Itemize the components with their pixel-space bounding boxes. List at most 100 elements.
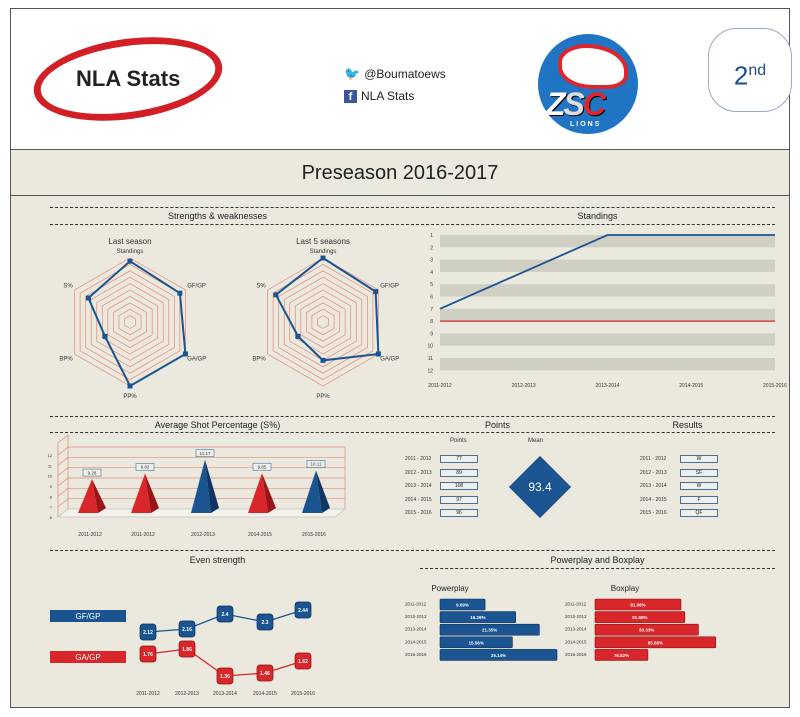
radar-grid-ring — [300, 295, 346, 349]
pyramid-gridline — [57, 456, 345, 466]
divider — [50, 207, 775, 208]
powerplay-bar — [439, 623, 540, 636]
standings-band — [440, 308, 775, 322]
results-season-label: 2014 - 2015 — [640, 496, 667, 503]
pyramid-x-label: 2012-2013 — [191, 532, 215, 538]
divider — [50, 224, 775, 225]
ppbp-row-label: 2014-2015 — [565, 639, 587, 644]
radar-axis-label: PP% — [316, 394, 330, 400]
powerplay-bar — [439, 611, 516, 623]
radar-title: Last 5 seasons — [296, 237, 350, 246]
radar-axis-label: GA/GP — [380, 357, 399, 363]
pyramid-data-label-box — [82, 468, 102, 477]
even-strength-point — [178, 640, 196, 658]
divider — [50, 550, 775, 551]
standings-y-tick: 8 — [430, 319, 433, 325]
points-value-box: 89 — [440, 468, 478, 477]
radar-grid-ring — [283, 276, 363, 368]
pyramid-bar-shade — [145, 473, 159, 513]
radar-grid-ring — [96, 283, 164, 361]
radar-grid-ring — [278, 270, 368, 374]
even-strength-value: 1.36 — [220, 674, 230, 680]
header: NLA Stats 🐦 @Boumatoews f NLA Stats ZSC LI… — [11, 9, 792, 150]
radar-point — [182, 351, 188, 357]
divider — [50, 432, 775, 433]
radar-axis-label: PP% — [123, 394, 137, 400]
radar-title: Last season — [108, 237, 151, 246]
pyramid-gridline — [57, 498, 345, 507]
standings-y-tick: 10 — [427, 344, 433, 350]
even-strength-x-label: 2013-2014 — [213, 691, 237, 697]
standings-y-tick: 4 — [430, 270, 433, 276]
even-strength-point — [139, 623, 157, 641]
boxplay-bar — [594, 623, 699, 636]
facebook-link[interactable]: f NLA Stats — [344, 89, 414, 103]
pyramid-gridline — [57, 446, 345, 456]
even-strength-value: 1.62 — [298, 659, 308, 665]
even-strength-value: 1.86 — [182, 647, 192, 653]
pyramid-y-tick: 6 — [50, 515, 53, 520]
radar-grid-ring — [118, 308, 142, 336]
section-even-strength: Even strength — [189, 555, 246, 565]
powerplay-title: Powerplay — [431, 584, 468, 593]
powerplay-bar — [439, 636, 513, 649]
points-season-label: 2015 - 2016 — [405, 510, 432, 516]
results-season-label: 2013 - 2014 — [640, 483, 667, 489]
results-value-box: SF — [680, 468, 718, 477]
pyramid-side-wall — [57, 434, 69, 518]
even-strength-point — [256, 613, 274, 631]
standings-y-tick: 2 — [430, 245, 433, 251]
radar-grid-ring — [306, 302, 340, 342]
even-strength-x-label: 2014-2015 — [253, 691, 277, 697]
pyramid-bar-shade — [205, 459, 219, 513]
pyramid-y-tick: 12 — [48, 453, 53, 458]
standings-y-tick: 1 — [430, 233, 433, 239]
section-results: Results — [672, 420, 703, 430]
standings-band — [440, 259, 775, 272]
even-strength-value: 1.46 — [260, 671, 270, 677]
radar-axis-label: GF/GP — [187, 284, 206, 290]
boxplay-bar — [594, 649, 649, 661]
pyramid-bar — [131, 473, 151, 513]
pyramid-data-label-box — [252, 462, 272, 471]
mean-label: Mean — [528, 438, 544, 444]
points-season-label: 2014 - 2015 — [405, 496, 432, 503]
standings-x-label: 2013-2014 — [596, 383, 620, 389]
even-strength-value: 2.3 — [262, 620, 269, 626]
pyramid-bar — [248, 473, 268, 513]
ppbp-row-label: 2011-2012 — [405, 602, 427, 607]
even-strength-point — [294, 652, 312, 670]
pyramid-bar — [78, 479, 98, 513]
points-header: Points — [450, 438, 467, 444]
pyramid-bar-shade — [262, 473, 276, 513]
radar-grid-ring — [267, 257, 379, 387]
pyramid-y-tick: 7 — [50, 505, 53, 510]
rank-badge: 2nd — [708, 28, 792, 112]
results-value-box: F — [680, 495, 718, 504]
twitter-link[interactable]: 🐦 @Boumatoews — [344, 66, 446, 81]
radar-axis-label: BP% — [59, 357, 73, 363]
even-strength-point — [216, 605, 234, 623]
boxplay-title: Boxplay — [611, 584, 639, 593]
even-strength-value: 2.16 — [182, 627, 192, 633]
pyramid-x-label: 2011-2012 — [131, 532, 155, 538]
radar-grid-ring — [124, 315, 136, 329]
pyramid-bar-shade — [316, 470, 330, 513]
radar-grid-ring — [107, 295, 153, 349]
radar-point — [320, 357, 326, 363]
standings-x-label: 2011-2012 — [428, 383, 452, 389]
radar-axis-label: Standings — [310, 249, 337, 255]
results-season-label: 2015 - 2016 — [640, 510, 667, 516]
ppbp-row-label: 2014-2015 — [405, 639, 427, 644]
section-points: Points — [484, 420, 510, 430]
zsc-lions-logo: ZSC LIONS — [538, 34, 638, 134]
radar-point — [375, 351, 381, 357]
standings-band — [440, 333, 775, 346]
boxplay-bar — [594, 598, 682, 611]
even-strength-point — [216, 667, 234, 685]
pyramid-data-label: 9.82 — [141, 465, 150, 470]
pyramid-data-label-box — [195, 449, 215, 457]
radar-grid-ring — [311, 308, 335, 336]
radar-grid-ring — [85, 270, 175, 374]
